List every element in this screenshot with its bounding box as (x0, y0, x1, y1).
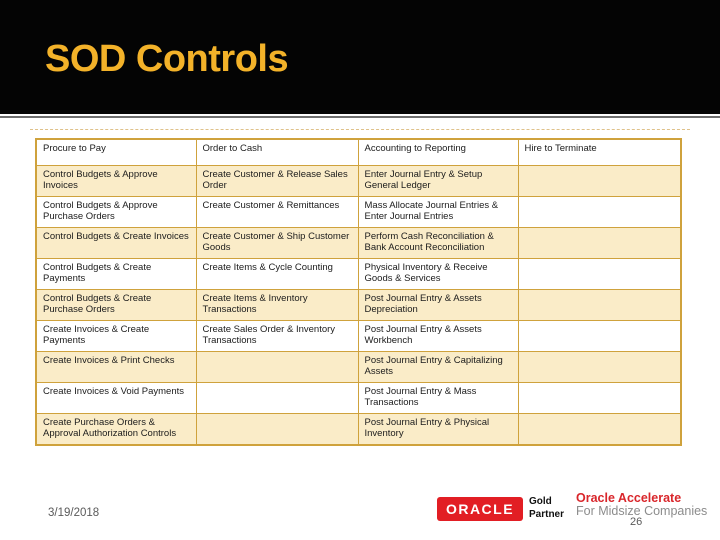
table-cell: Create Items & Inventory Transactions (195, 289, 359, 321)
table-cell: Post Journal Entry & Physical Inventory (357, 413, 519, 445)
table-cell (517, 227, 682, 259)
sod-controls-table: Procure to Pay Order to Cash Accounting … (35, 138, 682, 446)
table-row: Control Budgets & Create Invoices Create… (35, 227, 682, 259)
column-header-hire-to-terminate: Hire to Terminate (517, 138, 682, 166)
table-row: Control Budgets & Approve Purchase Order… (35, 196, 682, 228)
table-cell: Control Budgets & Create Purchase Orders (35, 289, 197, 321)
column-header-procure-to-pay: Procure to Pay (35, 138, 197, 166)
table-cell (517, 289, 682, 321)
table-row: Control Budgets & Approve Invoices Creat… (35, 165, 682, 197)
table-cell (517, 382, 682, 414)
table-cell: Perform Cash Reconciliation & Bank Accou… (357, 227, 519, 259)
slide-title: SOD Controls (45, 38, 289, 80)
table-row: Control Budgets & Create Purchase Orders… (35, 289, 682, 321)
table-cell: Create Sales Order & Inventory Transacti… (195, 320, 359, 352)
oracle-logo: ORACLE (437, 497, 523, 521)
gold-partner-line2: Partner (529, 508, 565, 520)
gold-partner-label: Gold Partner (529, 496, 564, 521)
title-band: SOD Controls (0, 0, 720, 114)
accent-line (30, 129, 690, 130)
table-cell: Control Budgets & Create Invoices (35, 227, 197, 259)
table-row: Create Purchase Orders & Approval Author… (35, 413, 682, 445)
table-row: Create Invoices & Void Payments Post Jou… (35, 382, 682, 414)
table-cell: Physical Inventory & Receive Goods & Ser… (357, 258, 519, 290)
table-cell: Post Journal Entry & Assets Workbench (357, 320, 519, 352)
table-cell (195, 382, 359, 414)
table-cell: Create Customer & Release Sales Order (195, 165, 359, 197)
table-cell: Post Journal Entry & Assets Depreciation (357, 289, 519, 321)
table-cell: Control Budgets & Approve Purchase Order… (35, 196, 197, 228)
table-cell (195, 351, 359, 383)
table-cell: Mass Allocate Journal Entries & Enter Jo… (357, 196, 519, 228)
table-cell: Control Budgets & Approve Invoices (35, 165, 197, 197)
table-cell (517, 258, 682, 290)
table-cell: Create Customer & Ship Customer Goods (195, 227, 359, 259)
table-cell: Create Invoices & Print Checks (35, 351, 197, 383)
table-cell: Create Invoices & Create Payments (35, 320, 197, 352)
table-cell (195, 413, 359, 445)
oracle-logo-text: ORACLE (445, 501, 515, 517)
table-row: Control Budgets & Create Payments Create… (35, 258, 682, 290)
table-cell: Create Invoices & Void Payments (35, 382, 197, 414)
table-cell (517, 320, 682, 352)
oracle-accelerate-label: Oracle Accelerate (576, 491, 682, 505)
title-divider-line (0, 116, 720, 118)
page-number: 26 (630, 516, 643, 528)
table-cell (517, 351, 682, 383)
column-header-accounting-to-reporting: Accounting to Reporting (357, 138, 519, 166)
column-header-order-to-cash: Order to Cash (195, 138, 359, 166)
midsize-companies-label: For Midsize Companies (576, 504, 708, 518)
table-row: Create Invoices & Create Payments Create… (35, 320, 682, 352)
table-cell: Control Budgets & Create Payments (35, 258, 197, 290)
table-cell: Post Journal Entry & Capitalizing Assets (357, 351, 519, 383)
table-cell: Create Customer & Remittances (195, 196, 359, 228)
gold-partner-line1: Gold (529, 496, 552, 507)
table-cell (517, 165, 682, 197)
table-cell: Create Purchase Orders & Approval Author… (35, 413, 197, 445)
table-cell (517, 196, 682, 228)
table-cell: Post Journal Entry & Mass Transactions (357, 382, 519, 414)
table-cell (517, 413, 682, 445)
table-row: Create Invoices & Print Checks Post Jour… (35, 351, 682, 383)
slide-date: 3/19/2018 (48, 507, 100, 519)
table-header-row: Procure to Pay Order to Cash Accounting … (35, 138, 682, 166)
table-cell: Create Items & Cycle Counting (195, 258, 359, 290)
table-cell: Enter Journal Entry & Setup General Ledg… (357, 165, 519, 197)
